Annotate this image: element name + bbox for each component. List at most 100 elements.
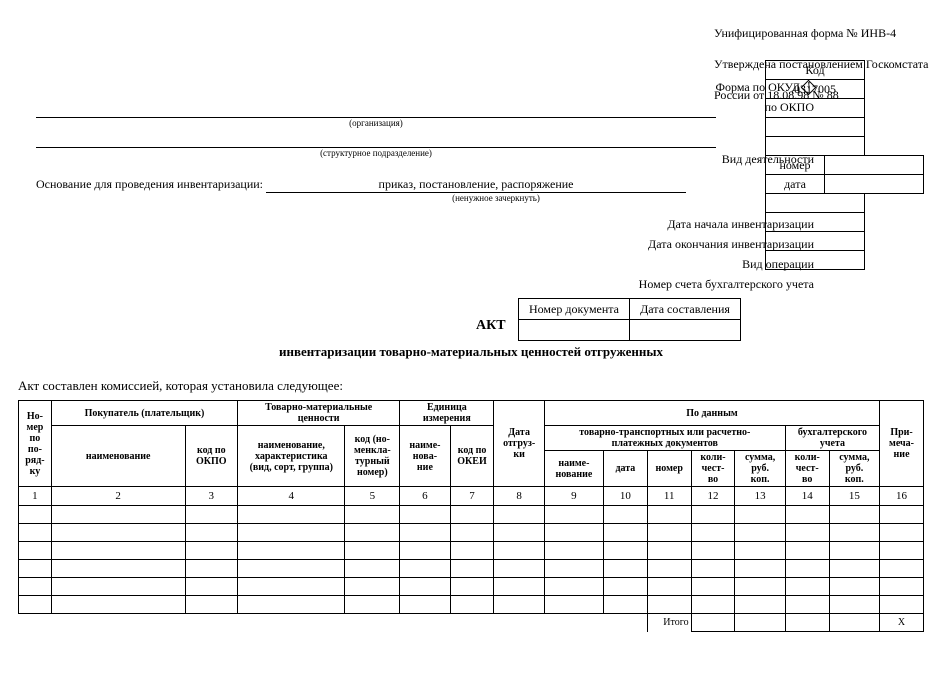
table-row	[19, 578, 924, 596]
nenuzhnoe-caption: (ненужное зачеркнуть)	[346, 193, 646, 203]
table-cell	[735, 542, 785, 560]
table-cell	[880, 506, 924, 524]
table-cell	[544, 524, 603, 542]
table-cell	[603, 578, 647, 596]
table-cell	[603, 596, 647, 614]
table-cell	[400, 560, 450, 578]
table-cell	[450, 578, 494, 596]
table-cell	[238, 506, 345, 524]
table-cell	[185, 524, 238, 542]
table-cell	[647, 542, 691, 560]
table-cell	[647, 596, 691, 614]
table-cell	[238, 578, 345, 596]
colnum: 5	[345, 487, 400, 506]
nomer-dok-cell	[519, 320, 630, 341]
diamond-icon	[801, 79, 817, 95]
table-cell	[785, 542, 829, 560]
table-cell	[345, 524, 400, 542]
table-cell	[603, 524, 647, 542]
table-cell	[544, 542, 603, 560]
table-cell	[829, 578, 879, 596]
osnovanie-label: Основание для проведения инвентаризации:	[36, 177, 263, 191]
column-numbers-row: 12345678910111213141516	[19, 487, 924, 506]
table-cell	[544, 578, 603, 596]
table-cell	[785, 524, 829, 542]
table-cell	[785, 560, 829, 578]
col-ed: Единицаизмерения	[400, 401, 494, 426]
table-cell	[450, 524, 494, 542]
table-cell	[450, 506, 494, 524]
table-cell	[238, 560, 345, 578]
table-cell	[345, 506, 400, 524]
table-cell	[880, 596, 924, 614]
table-cell	[51, 524, 185, 542]
table-cell	[544, 560, 603, 578]
table-cell	[238, 596, 345, 614]
table-cell	[829, 542, 879, 560]
table-cell	[450, 542, 494, 560]
table-cell	[880, 578, 924, 596]
main-table: Но-мерпопо-ряд-ку Покупатель (плательщик…	[18, 400, 924, 632]
table-cell	[400, 506, 450, 524]
org-line: (организация)	[36, 102, 716, 128]
table-cell	[735, 596, 785, 614]
po-okpo-label: по ОКПО	[765, 100, 814, 115]
colnum: 15	[829, 487, 879, 506]
colnum: 12	[691, 487, 735, 506]
table-cell	[345, 596, 400, 614]
table-cell	[494, 596, 544, 614]
colnum: 4	[238, 487, 345, 506]
colnum: 6	[400, 487, 450, 506]
data-cell	[825, 175, 924, 194]
col-naim: наименование	[51, 426, 185, 487]
table-cell	[691, 542, 735, 560]
table-cell	[19, 578, 52, 596]
table-cell	[880, 542, 924, 560]
table-cell	[785, 506, 829, 524]
colnum: 9	[544, 487, 603, 506]
table-cell	[185, 596, 238, 614]
header-block: Код 0317005 номер дата Форма по ОКУД по …	[18, 12, 924, 302]
data-sost-hdr: Дата составления	[630, 299, 741, 320]
struct-caption: (структурное подразделение)	[36, 148, 716, 158]
data-okonch-label: Дата окончания инвентаризации	[648, 237, 814, 252]
col-ttn: товарно-транспортных или расчетно-платеж…	[544, 426, 785, 451]
table-cell	[19, 524, 52, 542]
total-row: Итого X	[19, 614, 924, 632]
table-cell	[494, 560, 544, 578]
osnovanie-row: Основание для проведения инвентаризации:…	[36, 177, 686, 203]
col-kol2: коли-чест-во	[785, 451, 829, 487]
table-cell	[544, 506, 603, 524]
table-cell	[647, 524, 691, 542]
table-row	[19, 524, 924, 542]
table-row	[19, 596, 924, 614]
vid-oper-label: Вид операции	[742, 257, 814, 272]
table-cell	[450, 560, 494, 578]
table-cell	[829, 524, 879, 542]
data-label: дата	[766, 175, 825, 194]
table-cell	[345, 542, 400, 560]
data-nachala-cell	[766, 194, 865, 213]
table-cell	[603, 560, 647, 578]
table-cell	[19, 542, 52, 560]
table-cell	[691, 578, 735, 596]
x-cell: X	[880, 614, 924, 632]
prikaz-text: приказ, постановление, распоряжение	[266, 177, 686, 193]
code-header: Код	[766, 61, 865, 80]
colnum: 3	[185, 487, 238, 506]
table-cell	[185, 560, 238, 578]
col-kol: коли-чест-во	[691, 451, 735, 487]
col-data-otgr: Датаотгруз-ки	[494, 401, 544, 487]
table-cell	[494, 542, 544, 560]
table-cell	[691, 560, 735, 578]
col-naim-har: наименование,характеристика(вид, сорт, г…	[238, 426, 345, 487]
table-cell	[691, 596, 735, 614]
colnum: 13	[735, 487, 785, 506]
table-cell	[450, 596, 494, 614]
struct-line: (структурное подразделение)	[36, 132, 716, 158]
table-row	[19, 542, 924, 560]
table-cell	[185, 542, 238, 560]
table-row	[19, 560, 924, 578]
table-cell	[400, 578, 450, 596]
vid-deyat-label: Вид деятельности	[722, 152, 814, 167]
